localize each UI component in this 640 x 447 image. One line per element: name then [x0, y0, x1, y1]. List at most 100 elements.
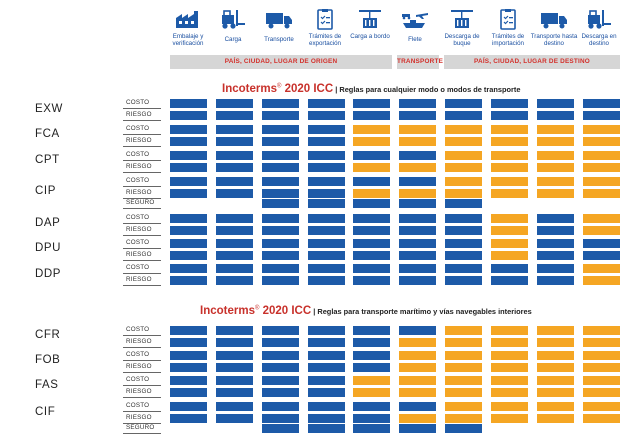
matrix-cell	[308, 251, 345, 260]
ship-plane-truck-icon	[400, 8, 430, 30]
matrix-cell	[491, 363, 528, 372]
matrix-cell	[583, 264, 620, 273]
row-divider	[123, 433, 161, 434]
section-title-any-mode: Incoterms® 2020 ICC | Reglas para cualqu…	[222, 83, 520, 95]
row-label: COSTO	[126, 326, 150, 333]
matrix-cell	[353, 137, 390, 146]
incoterm-label: FCA	[35, 128, 60, 140]
matrix-cell	[399, 251, 436, 260]
matrix-cell	[537, 177, 574, 186]
matrix-cell	[445, 326, 482, 335]
matrix-cell	[583, 351, 620, 360]
matrix-cell	[583, 376, 620, 385]
matrix-cell	[262, 99, 299, 108]
matrix-cell	[216, 376, 253, 385]
row-divider	[123, 411, 161, 412]
matrix-cell	[170, 226, 207, 235]
row-divider	[123, 248, 161, 249]
row-label: RIESGO	[126, 251, 152, 258]
matrix-cell	[170, 338, 207, 347]
row-label: COSTO	[126, 264, 150, 271]
matrix-cell	[170, 99, 207, 108]
matrix-cell	[170, 276, 207, 285]
matrix-cell	[262, 264, 299, 273]
matrix-cell	[262, 414, 299, 423]
matrix-cell	[399, 338, 436, 347]
matrix-cell	[445, 177, 482, 186]
column-label: Embalaje y verificación	[172, 33, 204, 48]
row-divider	[123, 146, 161, 147]
matrix-cell	[353, 326, 390, 335]
row-label: RIESGO	[126, 363, 152, 370]
matrix-cell	[216, 402, 253, 411]
matrix-cell	[399, 239, 436, 248]
matrix-cell	[537, 99, 574, 108]
matrix-cell	[445, 151, 482, 160]
incoterm-label: CIF	[35, 406, 56, 418]
matrix-cell	[583, 137, 620, 146]
matrix-cell	[537, 163, 574, 172]
matrix-cell	[537, 326, 574, 335]
matrix-cell	[353, 424, 390, 433]
matrix-cell	[262, 177, 299, 186]
forklift-icon	[584, 8, 614, 30]
matrix-cell	[399, 226, 436, 235]
matrix-cell	[537, 189, 574, 198]
truck-icon	[539, 8, 569, 30]
row-label: RIESGO	[126, 338, 152, 345]
column-label: Trámites de importación	[491, 33, 525, 48]
row-divider	[123, 372, 161, 373]
matrix-cell	[491, 226, 528, 235]
matrix-cell	[491, 163, 528, 172]
matrix-cell	[399, 414, 436, 423]
matrix-cell	[216, 163, 253, 172]
row-label: SEGURO	[126, 424, 155, 431]
matrix-cell	[399, 199, 436, 208]
separator: |	[333, 85, 340, 94]
matrix-cell	[491, 214, 528, 223]
matrix-cell	[537, 338, 574, 347]
matrix-cell	[583, 111, 620, 120]
column-label: Trámites de exportación	[308, 33, 342, 48]
row-label: RIESGO	[126, 163, 152, 170]
matrix-cell	[491, 402, 528, 411]
row-label: COSTO	[126, 214, 150, 221]
matrix-cell	[216, 338, 253, 347]
matrix-cell	[491, 276, 528, 285]
matrix-cell	[537, 214, 574, 223]
clipboard-icon	[310, 8, 340, 30]
row-divider	[123, 172, 161, 173]
matrix-cell	[216, 189, 253, 198]
matrix-cell	[537, 414, 574, 423]
matrix-cell	[491, 326, 528, 335]
matrix-cell	[170, 414, 207, 423]
matrix-cell	[399, 363, 436, 372]
matrix-cell	[170, 163, 207, 172]
matrix-cell	[216, 276, 253, 285]
matrix-cell	[216, 111, 253, 120]
matrix-cell	[170, 137, 207, 146]
matrix-cell	[399, 137, 436, 146]
matrix-cell	[353, 239, 390, 248]
matrix-cell	[308, 199, 345, 208]
crane-icon	[355, 8, 385, 30]
matrix-cell	[216, 125, 253, 134]
matrix-cell	[445, 414, 482, 423]
matrix-cell	[583, 226, 620, 235]
matrix-cell	[445, 239, 482, 248]
matrix-cell	[491, 376, 528, 385]
matrix-cell	[170, 125, 207, 134]
matrix-cell	[308, 351, 345, 360]
matrix-cell	[491, 151, 528, 160]
matrix-cell	[262, 376, 299, 385]
matrix-cell	[537, 351, 574, 360]
matrix-cell	[583, 189, 620, 198]
registered-mark: ®	[276, 83, 282, 90]
crane-icon	[447, 8, 477, 30]
matrix-cell	[262, 226, 299, 235]
matrix-cell	[308, 163, 345, 172]
row-label: RIESGO	[126, 414, 152, 421]
matrix-cell	[308, 376, 345, 385]
matrix-cell	[308, 177, 345, 186]
matrix-cell	[262, 388, 299, 397]
